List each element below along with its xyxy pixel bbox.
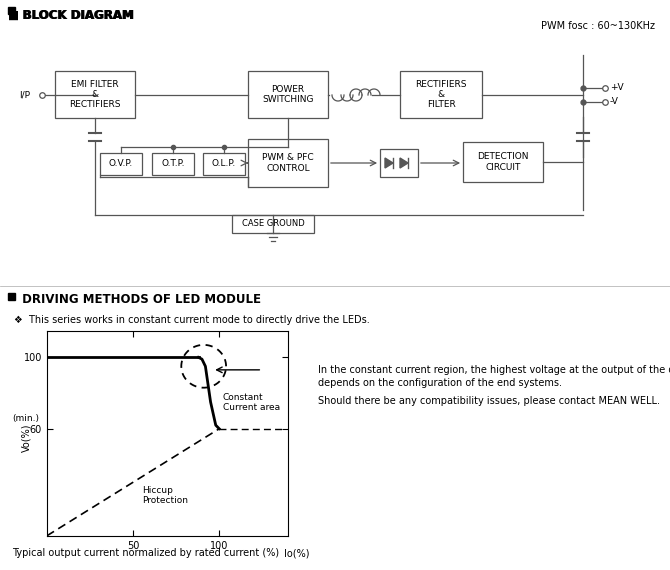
Text: O.V.P.: O.V.P.	[109, 160, 133, 169]
Bar	[463, 142, 543, 182]
Text: POWER
SWITCHING: POWER SWITCHING	[262, 85, 314, 104]
Bar	[400, 71, 482, 118]
Text: +V: +V	[610, 83, 624, 92]
Text: RECTIFIERS
&
FILTER: RECTIFIERS & FILTER	[415, 80, 467, 109]
Text: Vo(%): Vo(%)	[21, 424, 31, 452]
Text: -V: -V	[610, 97, 619, 107]
Text: I/P: I/P	[19, 91, 30, 100]
Text: ■ BLOCK DIAGRAM: ■ BLOCK DIAGRAM	[8, 9, 135, 22]
Polygon shape	[400, 158, 408, 168]
Text: O.T.P.: O.T.P.	[161, 160, 185, 169]
Text: depends on the configuration of the end systems.: depends on the configuration of the end …	[318, 378, 562, 388]
Text: Io(%): Io(%)	[284, 548, 310, 558]
Text: In the constant current region, the highest voltage at the output of the driver: In the constant current region, the high…	[318, 365, 670, 375]
Text: CASE GROUND: CASE GROUND	[242, 219, 304, 229]
Bar	[8, 293, 15, 300]
Bar	[55, 71, 135, 118]
Text: Typical output current normalized by rated current (%): Typical output current normalized by rat…	[12, 548, 279, 558]
Text: PWM & PFC
CONTROL: PWM & PFC CONTROL	[262, 153, 314, 173]
Polygon shape	[385, 158, 393, 168]
Text: EMI FILTER
&
RECTIFIERS: EMI FILTER & RECTIFIERS	[69, 80, 121, 109]
Bar	[152, 153, 194, 175]
Bar	[8, 7, 15, 14]
Text: Hiccup
Protection: Hiccup Protection	[141, 486, 188, 505]
Text: PWM fosc : 60~130KHz: PWM fosc : 60~130KHz	[541, 21, 655, 31]
Bar	[248, 71, 328, 118]
Text: BLOCK DIAGRAM: BLOCK DIAGRAM	[18, 9, 133, 22]
Text: O.L.P.: O.L.P.	[212, 160, 236, 169]
Bar	[203, 153, 245, 175]
Bar	[100, 153, 142, 175]
Text: DETECTION
CIRCUIT: DETECTION CIRCUIT	[477, 152, 529, 172]
Bar	[380, 149, 418, 177]
Text: Should there be any compatibility issues, please contact MEAN WELL.: Should there be any compatibility issues…	[318, 396, 660, 406]
Text: DRIVING METHODS OF LED MODULE: DRIVING METHODS OF LED MODULE	[18, 293, 261, 306]
Bar	[232, 215, 314, 233]
Bar	[248, 139, 328, 187]
Text: Constant
Current area: Constant Current area	[222, 393, 280, 413]
Text: ❖  This series works in constant current mode to directly drive the LEDs.: ❖ This series works in constant current …	[14, 315, 370, 325]
Text: (min.): (min.)	[13, 414, 40, 424]
